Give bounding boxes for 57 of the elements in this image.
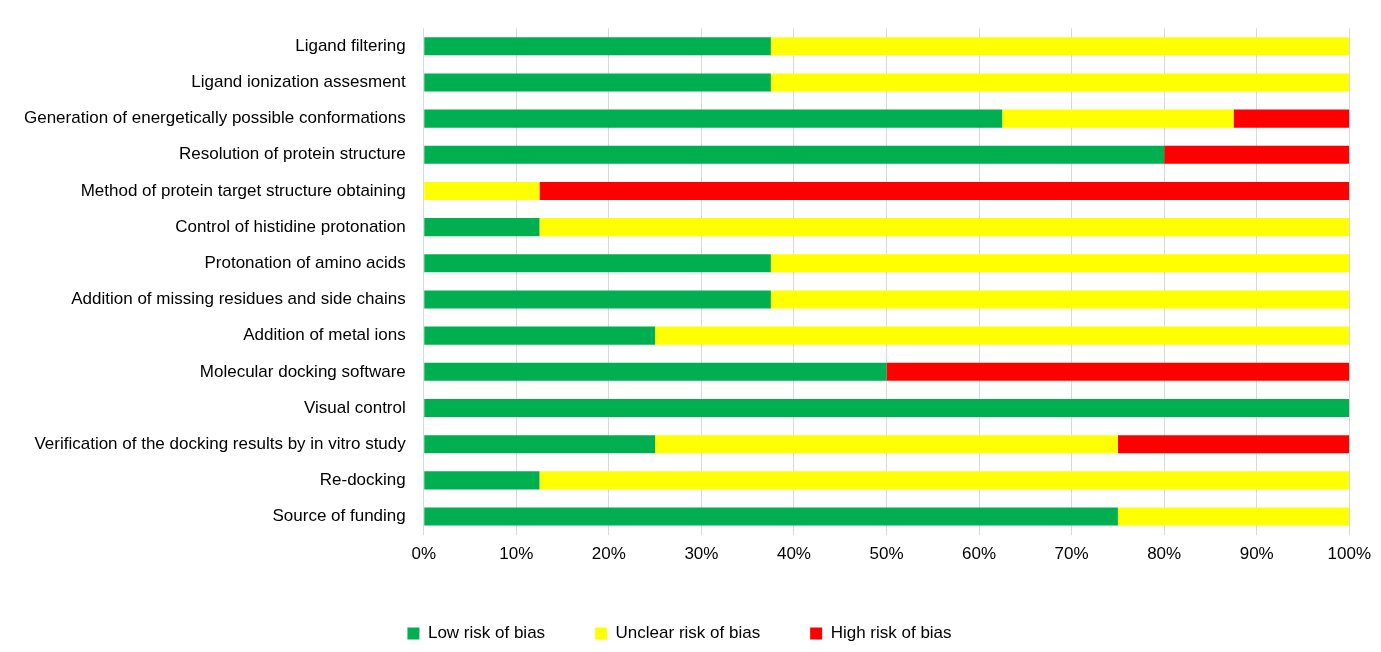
y-tick-label: Source of funding <box>272 506 406 526</box>
bar <box>424 145 1165 164</box>
bar <box>770 73 1350 92</box>
bar <box>424 507 1118 526</box>
y-tick-label: Generation of energetically possible conformations <box>23 108 406 128</box>
bar <box>539 471 1350 490</box>
y-tick-label: Verification of the docking results by in vitro study <box>34 433 407 453</box>
bar <box>424 181 540 201</box>
x-tick-label: 40% <box>776 544 811 564</box>
x-tick-label: 100% <box>1327 544 1371 564</box>
y-tick-label: Control of histidine protonation <box>175 216 406 236</box>
bar <box>539 218 1350 237</box>
bar <box>424 471 540 490</box>
bar <box>1117 507 1350 526</box>
legend-label: Unclear risk of bias <box>615 623 761 643</box>
bar <box>1233 109 1350 128</box>
y-tick-label: Addition of metal ions <box>243 325 406 345</box>
bar <box>424 290 771 309</box>
y-tick-label: Molecular docking software <box>199 361 406 381</box>
y-tick-label: Addition of missing residues and side chains <box>71 289 406 309</box>
x-tick-label: 50% <box>869 544 904 564</box>
legend-label: Low risk of bias <box>427 623 546 643</box>
bar <box>655 435 1118 454</box>
y-tick-label: Re-docking <box>319 470 406 490</box>
bar <box>770 254 1350 273</box>
x-tick-label: 10% <box>499 544 534 564</box>
bar <box>424 435 656 454</box>
x-tick-label: 70% <box>1054 544 1089 564</box>
y-tick-label: Visual control <box>304 397 406 417</box>
bar <box>770 290 1350 309</box>
y-tick-label: Protonation of amino acids <box>204 253 406 272</box>
x-tick-label: 20% <box>591 544 626 564</box>
bar <box>424 326 656 345</box>
y-tick-label: Method of protein target structure obtaining <box>80 180 406 200</box>
bar <box>1002 109 1234 128</box>
bar <box>539 181 1350 201</box>
bar <box>424 109 1003 128</box>
bar <box>424 254 771 273</box>
bar <box>424 362 887 381</box>
bar <box>1117 435 1350 454</box>
x-tick-label: 0% <box>411 544 437 564</box>
y-tick-label: Ligand ionization assesment <box>191 72 407 92</box>
y-tick-label: Resolution of protein structure <box>178 144 406 164</box>
bar <box>424 37 771 56</box>
x-tick-label: 60% <box>962 544 997 564</box>
bar <box>1164 145 1350 164</box>
bar <box>655 326 1350 345</box>
y-tick-label: Ligand filtering <box>295 35 406 55</box>
bar <box>424 73 771 92</box>
bar <box>770 37 1350 56</box>
bar <box>424 218 540 237</box>
x-tick-label: 30% <box>684 544 719 564</box>
legend-label: High risk of bias <box>830 623 952 643</box>
bar <box>886 362 1350 381</box>
x-tick-label: 80% <box>1147 544 1182 564</box>
bar <box>424 398 1350 418</box>
x-tick-label: 90% <box>1239 544 1274 564</box>
